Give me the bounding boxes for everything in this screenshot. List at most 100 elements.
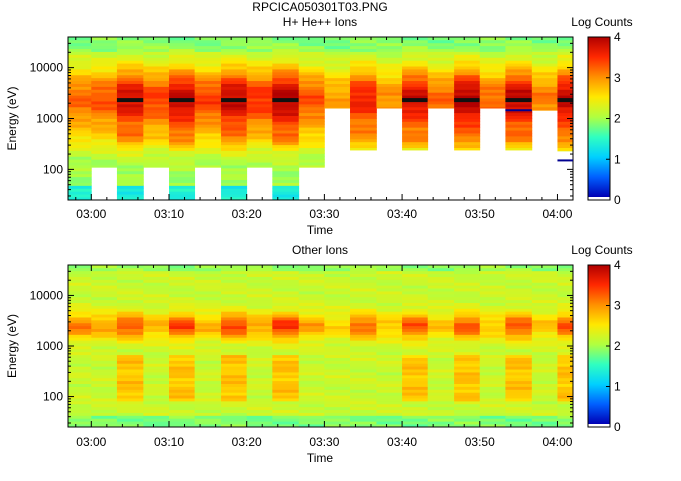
heatmap-cell	[221, 276, 248, 280]
heatmap-cell	[505, 112, 533, 116]
heatmap-cell	[402, 92, 429, 96]
heatmap-cell	[402, 409, 429, 413]
heatmap-cell	[194, 398, 222, 402]
heatmap-cell	[194, 415, 222, 419]
heatmap-cell	[557, 270, 574, 275]
heatmap-cell	[454, 374, 481, 379]
heatmap-cell	[91, 334, 118, 338]
heatmap-cell	[221, 176, 248, 181]
heatmap-cell	[557, 293, 574, 298]
heatmap-cell	[194, 340, 222, 344]
heatmap-cell	[68, 197, 92, 201]
heatmap-cell	[454, 74, 481, 79]
heatmap-cell	[298, 118, 325, 122]
heatmap-cell	[402, 112, 429, 116]
heatmap-cell	[221, 179, 248, 183]
heatmap-cell	[68, 406, 92, 411]
heatmap-cell	[376, 360, 403, 364]
heatmap-cell	[350, 374, 377, 379]
heatmap-cell	[272, 147, 300, 151]
heatmap-cell	[557, 346, 574, 350]
heatmap-cell	[557, 322, 574, 327]
heatmap-cell	[169, 331, 196, 335]
heatmap-cell	[91, 60, 118, 64]
heatmap-cell	[221, 185, 248, 189]
heatmap-cell	[68, 98, 92, 102]
heatmap-cell	[91, 106, 118, 111]
heatmap-cell	[298, 147, 325, 151]
heatmap-cell	[427, 377, 455, 382]
heatmap-cell	[350, 77, 377, 82]
heatmap-cell	[91, 369, 118, 373]
heatmap-cell	[194, 77, 222, 82]
heatmap-cell	[143, 39, 170, 44]
heatmap-cell	[169, 162, 196, 166]
heatmap-cell	[505, 103, 533, 108]
heatmap-cell	[68, 319, 92, 324]
heatmap-cell	[557, 133, 574, 137]
heatmap-cell	[91, 363, 118, 367]
heatmap-cell	[116, 45, 144, 50]
heatmap-cell	[272, 133, 300, 137]
saturation-band	[505, 98, 532, 103]
heatmap-cell	[68, 311, 92, 315]
heatmap-cell	[324, 308, 351, 312]
heatmap-cell	[298, 409, 325, 413]
heatmap-cell	[246, 418, 273, 422]
heatmap-cell	[298, 138, 325, 143]
heatmap-cell	[531, 54, 558, 58]
heatmap-cell	[116, 346, 144, 350]
saturation-band	[221, 98, 247, 103]
heatmap-cell	[531, 374, 558, 379]
heatmap-cell	[91, 103, 118, 108]
heatmap-cell	[376, 71, 403, 76]
heatmap-cell	[350, 398, 377, 402]
heatmap-cell	[272, 314, 300, 318]
colorbar-label: Log Counts	[571, 243, 632, 257]
heatmap-cell	[246, 63, 273, 67]
heatmap-cell	[272, 95, 300, 99]
heatmap-cell	[272, 392, 300, 396]
heatmap-cell	[324, 69, 351, 73]
heatmap-cell	[298, 282, 325, 286]
heatmap-cell	[454, 103, 481, 108]
heatmap-cell	[427, 400, 455, 405]
heatmap-cell	[427, 273, 455, 277]
heatmap-cell	[376, 299, 403, 303]
heatmap-cell	[376, 74, 403, 79]
heatmap-cell	[298, 153, 325, 157]
heatmap-other	[68, 265, 574, 428]
heatmap-cell	[376, 389, 403, 393]
heatmap-cell	[454, 265, 481, 269]
heatmap-cell	[402, 334, 429, 338]
heatmap-cell	[298, 45, 325, 50]
heatmap-cell	[505, 69, 533, 73]
heatmap-cell	[194, 348, 222, 353]
heatmap-cell	[298, 348, 325, 353]
heatmap-cell	[194, 153, 222, 157]
heatmap-cell	[272, 106, 300, 111]
heatmap-cell	[350, 138, 377, 143]
heatmap-cell	[505, 369, 533, 373]
heatmap-cell	[324, 406, 351, 411]
heatmap-cell	[194, 346, 222, 350]
heatmap-cell	[169, 103, 196, 108]
heatmap-cell	[68, 159, 92, 163]
heatmap-cell	[402, 389, 429, 393]
heatmap-cell	[194, 165, 222, 168]
heatmap-cell	[479, 348, 506, 353]
heatmap-cell	[246, 267, 273, 272]
heatmap-cell	[68, 39, 92, 44]
heatmap-cell	[68, 150, 92, 154]
heatmap-cell	[350, 270, 377, 275]
heatmap-cell	[246, 45, 273, 50]
heatmap-cell	[298, 386, 325, 390]
heatmap-cell	[221, 418, 248, 422]
heatmap-cell	[402, 267, 429, 272]
heatmap-cell	[531, 398, 558, 402]
heatmap-cell	[194, 37, 222, 41]
heatmap-cell	[531, 86, 558, 90]
heatmap-cell	[557, 415, 574, 419]
heatmap-cell	[116, 89, 144, 93]
